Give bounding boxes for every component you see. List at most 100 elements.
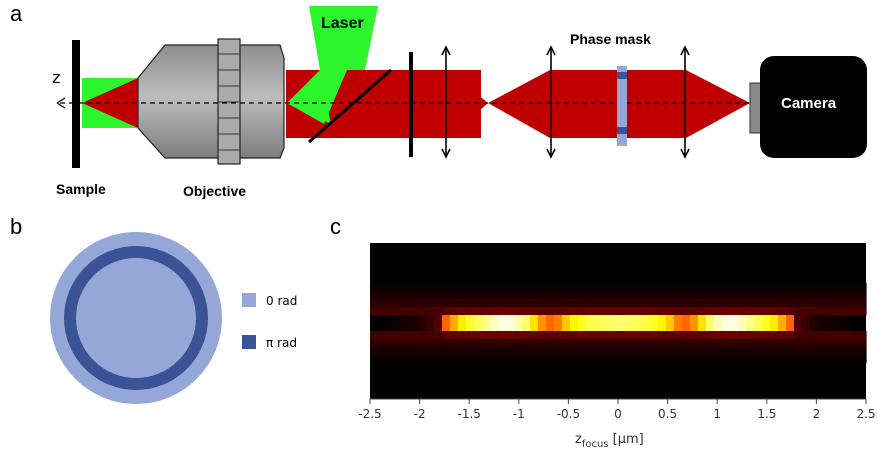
heatmap-cell — [850, 355, 859, 364]
heatmap-cell — [698, 339, 707, 348]
heatmap-cell — [610, 347, 619, 356]
heatmap-cell — [466, 323, 475, 332]
heatmap-cell — [642, 291, 651, 300]
heatmap-cell — [522, 315, 531, 324]
heatmap-cell — [610, 315, 619, 324]
heatmap-cell — [498, 299, 507, 308]
heatmap-cell — [850, 283, 859, 292]
heatmap-cell — [426, 299, 435, 308]
heatmap-cell — [706, 315, 715, 324]
heatmap-cell — [642, 307, 651, 316]
heatmap-cell — [586, 355, 595, 364]
heatmap-cell — [754, 315, 763, 324]
heatmap-cell — [730, 355, 739, 364]
heatmap-cells — [370, 283, 867, 364]
heatmap-cell — [562, 299, 571, 308]
heatmap-cell — [754, 355, 763, 364]
heatmap-cell — [490, 299, 499, 308]
heatmap-cell — [642, 355, 651, 364]
heatmap-cell — [850, 299, 859, 308]
heatmap-cell — [530, 307, 539, 316]
heatmap-cell — [610, 355, 619, 364]
heatmap-cell — [586, 299, 595, 308]
heatmap-cell — [618, 315, 627, 324]
heatmap-cell — [418, 339, 427, 348]
dichroic-mirror — [308, 68, 392, 144]
heatmap-cell — [746, 299, 755, 308]
heatmap-cell — [714, 307, 723, 316]
heatmap-cell — [378, 307, 387, 316]
heatmap-cell — [594, 323, 603, 332]
heatmap-cell — [674, 283, 683, 292]
heatmap-cell — [754, 307, 763, 316]
heatmap-cell — [410, 291, 419, 300]
heatmap-cell — [402, 323, 411, 332]
heatmap-cell — [786, 315, 795, 324]
heatmap-cell — [754, 283, 763, 292]
heatmap-cell — [826, 339, 835, 348]
heatmap-cell — [506, 347, 515, 356]
heatmap-cell — [762, 299, 771, 308]
heatmap-cell — [810, 347, 819, 356]
heatmap-cell — [650, 299, 659, 308]
heatmap-cell — [666, 291, 675, 300]
heatmap-cell — [746, 347, 755, 356]
heatmap-cell — [474, 291, 483, 300]
heatmap-cell — [770, 355, 779, 364]
laser-label: Laser — [321, 15, 364, 32]
heatmap-cell — [634, 299, 643, 308]
heatmap-cell — [738, 347, 747, 356]
heatmap-cell — [674, 315, 683, 324]
heatmap-cell — [642, 323, 651, 332]
heatmap-cell — [714, 331, 723, 340]
heatmap-cell — [818, 331, 827, 340]
heatmap-cell — [522, 331, 531, 340]
heatmap-cell — [418, 331, 427, 340]
heatmap-cell — [450, 323, 459, 332]
heatmap-cell — [714, 347, 723, 356]
heatmap-cell — [530, 283, 539, 292]
heatmap-cell — [810, 299, 819, 308]
heatmap-cell — [786, 291, 795, 300]
heatmap-cell — [682, 283, 691, 292]
heatmap-cell — [466, 355, 475, 364]
heatmap-cell — [466, 283, 475, 292]
heatmap-cell — [402, 339, 411, 348]
heatmap-cell — [706, 291, 715, 300]
heatmap-cell — [658, 355, 667, 364]
psf-heatmap: -2.5 -2 -1.5 -1 -0.5 0 0.5 1 1.5 2 2.5 zfocus [μm] — [358, 243, 876, 450]
laser-focus-cone — [286, 82, 331, 124]
heatmap-cell — [394, 347, 403, 356]
legend-swatch-pi — [242, 335, 256, 349]
heatmap-cell — [474, 331, 483, 340]
heatmap-cell — [706, 299, 715, 308]
heatmap-cell — [778, 315, 787, 324]
heatmap-cell — [690, 355, 699, 364]
heatmap-cell — [434, 339, 443, 348]
heatmap-cell — [586, 347, 595, 356]
heatmap-cell — [418, 307, 427, 316]
heatmap-cell — [594, 347, 603, 356]
panel-a-label: a — [10, 1, 23, 26]
heatmap-cell — [698, 355, 707, 364]
heatmap-cell — [834, 307, 843, 316]
heatmap-cell — [514, 307, 523, 316]
heatmap-cell — [778, 339, 787, 348]
heatmap-cell — [698, 283, 707, 292]
heatmap-cell — [802, 283, 811, 292]
z-axis-label: z — [52, 68, 60, 87]
heatmap-cell — [842, 339, 851, 348]
heatmap-cell — [450, 299, 459, 308]
heatmap-cell — [498, 307, 507, 316]
heatmap-cell — [426, 323, 435, 332]
heatmap-cell — [562, 315, 571, 324]
heatmap-cell — [626, 355, 635, 364]
heatmap-cell — [554, 291, 563, 300]
heatmap-cell — [386, 331, 395, 340]
heatmap-cell — [842, 299, 851, 308]
heatmap-cell — [442, 355, 451, 364]
heatmap-cell — [578, 347, 587, 356]
heatmap-cell — [498, 331, 507, 340]
heatmap-cell — [794, 283, 803, 292]
heatmap-cell — [546, 355, 555, 364]
